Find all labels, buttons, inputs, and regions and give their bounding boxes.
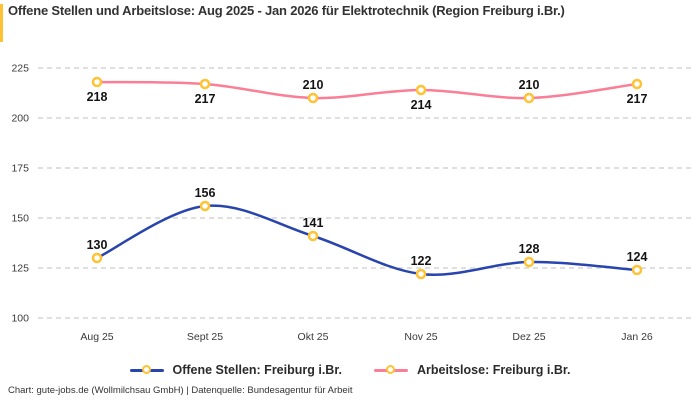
legend-label-arbeitslose: Arbeitslose: Freiburg i.Br. xyxy=(416,363,571,377)
data-point-label: 218 xyxy=(87,90,108,104)
legend-label-offene-stellen: Offene Stellen: Freiburg i.Br. xyxy=(172,363,342,377)
data-point-label: 130 xyxy=(87,238,108,252)
data-point-label: 217 xyxy=(627,92,648,106)
data-point-marker xyxy=(631,78,643,90)
series-arbeitslose-labels: 218 217 210 214 210 217 xyxy=(87,78,648,112)
data-point-marker xyxy=(415,84,427,96)
data-point-marker xyxy=(199,78,211,90)
svg-text:Sept 25: Sept 25 xyxy=(187,331,223,343)
svg-text:200: 200 xyxy=(11,113,29,125)
data-point-marker xyxy=(91,252,103,264)
title-accent-bar xyxy=(0,4,3,42)
gridlines xyxy=(38,67,692,319)
svg-text:Okt 25: Okt 25 xyxy=(298,331,329,343)
data-point-label: 210 xyxy=(303,78,324,92)
data-point-marker xyxy=(415,268,427,280)
svg-text:175: 175 xyxy=(11,163,29,175)
y-axis-ticks: 100 125 150 175 200 225 xyxy=(11,63,29,325)
x-axis-ticks: Aug 25 Sept 25 Okt 25 Nov 25 Dez 25 Jan 26 xyxy=(80,331,653,343)
svg-text:150: 150 xyxy=(11,213,29,225)
data-point-label: 124 xyxy=(627,250,648,264)
series-offene-stellen-line xyxy=(95,204,639,276)
data-point-marker xyxy=(523,256,535,268)
svg-text:Dez 25: Dez 25 xyxy=(512,331,545,343)
series-offene-stellen-markers xyxy=(91,200,643,280)
svg-text:Aug 25: Aug 25 xyxy=(80,331,113,343)
legend-swatch-arbeitslose xyxy=(373,365,408,376)
series-arbeitslose-markers xyxy=(91,76,643,104)
legend-item-offene-stellen[interactable]: Offene Stellen: Freiburg i.Br. xyxy=(129,363,342,377)
line-chart: 100 125 150 175 200 225 Aug 25 Sept 25 Okt 25 Nov… xyxy=(11,63,692,343)
legend-item-arbeitslose[interactable]: Arbeitslose: Freiburg i.Br. xyxy=(373,363,571,377)
data-point-marker xyxy=(523,92,535,104)
legend-swatch-offene-stellen xyxy=(129,365,164,376)
chart-title: Offene Stellen und Arbeitslose: Aug 2025… xyxy=(8,3,565,18)
legend-marker-icon xyxy=(141,365,151,374)
data-point-label: 210 xyxy=(519,78,540,92)
data-point-label: 122 xyxy=(411,254,432,268)
data-point-label: 156 xyxy=(195,186,216,200)
data-point-marker xyxy=(631,264,643,276)
data-point-marker xyxy=(307,230,319,242)
data-point-marker xyxy=(199,200,211,212)
data-point-marker xyxy=(307,92,319,104)
legend-marker-icon xyxy=(385,365,395,374)
svg-text:Nov 25: Nov 25 xyxy=(404,331,437,343)
svg-text:125: 125 xyxy=(11,263,29,275)
source-caption: Chart: gute-jobs.de (Wollmilchsau GmbH) … xyxy=(8,385,353,396)
series-arbeitslose-line xyxy=(95,80,639,100)
data-point-label: 214 xyxy=(411,98,432,112)
svg-text:100: 100 xyxy=(11,313,29,325)
data-point-label: 128 xyxy=(519,242,540,256)
svg-text:Jan 26: Jan 26 xyxy=(621,331,653,343)
svg-text:225: 225 xyxy=(11,63,29,75)
data-point-label: 217 xyxy=(195,92,216,106)
series-offene-stellen-labels: 130 156 141 122 128 124 xyxy=(87,186,648,268)
data-point-marker xyxy=(91,76,103,88)
legend: Offene Stellen: Freiburg i.Br. Arbeitslo… xyxy=(0,360,700,380)
data-point-label: 141 xyxy=(303,216,324,230)
